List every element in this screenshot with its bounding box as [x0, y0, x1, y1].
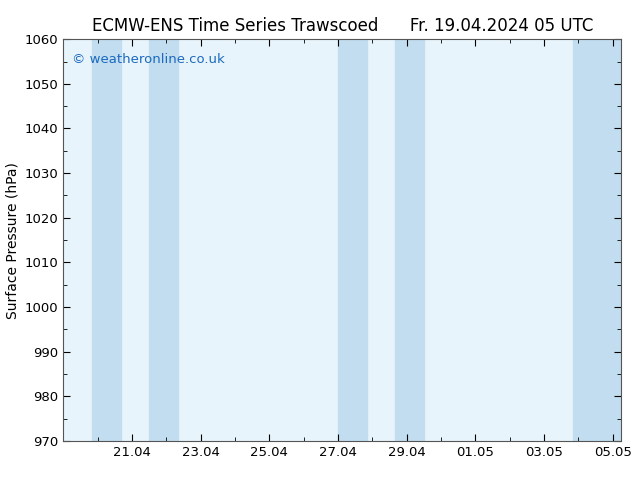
Title: ECMW-ENS Time Series Trawscoed      Fr. 19.04.2024 05 UTC: ECMW-ENS Time Series Trawscoed Fr. 19.04… — [92, 17, 593, 35]
Bar — [573, 39, 621, 441]
Text: © weatheronline.co.uk: © weatheronline.co.uk — [72, 53, 224, 66]
Bar — [92, 39, 120, 441]
Y-axis label: Surface Pressure (hPa): Surface Pressure (hPa) — [5, 162, 19, 318]
Bar — [149, 39, 178, 441]
Bar — [338, 39, 366, 441]
Bar — [396, 39, 424, 441]
